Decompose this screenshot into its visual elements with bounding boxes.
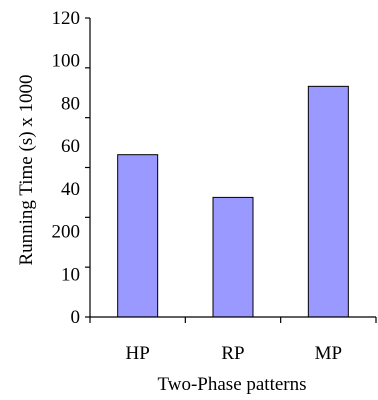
x-tick-label: HP [126,343,150,364]
x-axis-title: Two-Phase patterns [157,374,306,395]
plot-area [117,85,349,318]
y-tick-label: 60 [61,136,80,157]
y-tick-label: 0 [71,307,81,328]
y-tick-label: 80 [61,93,80,114]
y-axis: 0 10 200 40 60 80 100 120 [52,8,91,328]
y-tick-label: 10 [61,264,80,285]
x-axis: HP RP MP [89,316,377,364]
y-axis-title: Running Time (s) x 1000 [16,74,37,265]
x-tick-label: RP [221,343,244,364]
bar-mp [307,85,349,318]
y-tick-label: 100 [52,51,81,72]
bar-hp [117,154,159,318]
y-tick-label: 200 [52,222,81,243]
x-tick-label: MP [315,343,342,364]
y-tick-label: 40 [61,179,80,200]
bar-rp [212,196,254,318]
y-tick-label: 120 [52,8,81,29]
